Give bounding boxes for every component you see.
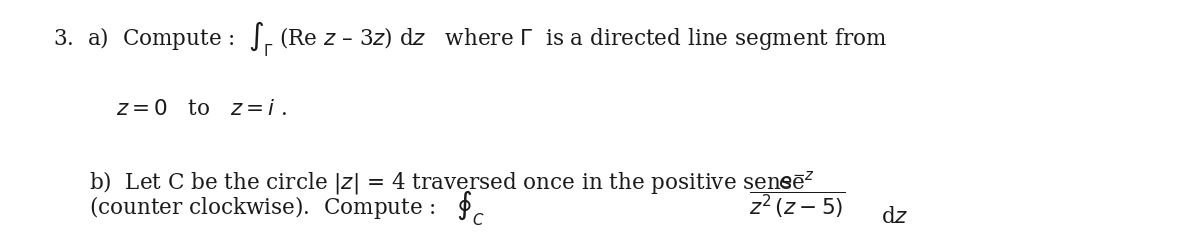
Text: $z = 0$   to   $z = i$ .: $z = 0$ to $z = i$ . (116, 98, 288, 120)
Text: $\dfrac{e^{-z}}{z^{2}\,(z-5)}$: $\dfrac{e^{-z}}{z^{2}\,(z-5)}$ (749, 170, 846, 221)
Text: 3.  a)  Compute :  $\int_{\Gamma}$ (Re $z$ – 3$z$) d$z$   where $\Gamma$  is a d: 3. a) Compute : $\int_{\Gamma}$ (Re $z$ … (53, 19, 887, 59)
Text: (counter clockwise).  Compute :   $\oint_{C}$: (counter clockwise). Compute : $\oint_{C… (89, 189, 485, 228)
Text: b)  Let C be the circle $|z|$ = 4 traversed once in the positive sense: b) Let C be the circle $|z|$ = 4 travers… (89, 169, 805, 196)
Text: d$z$: d$z$ (881, 206, 908, 228)
